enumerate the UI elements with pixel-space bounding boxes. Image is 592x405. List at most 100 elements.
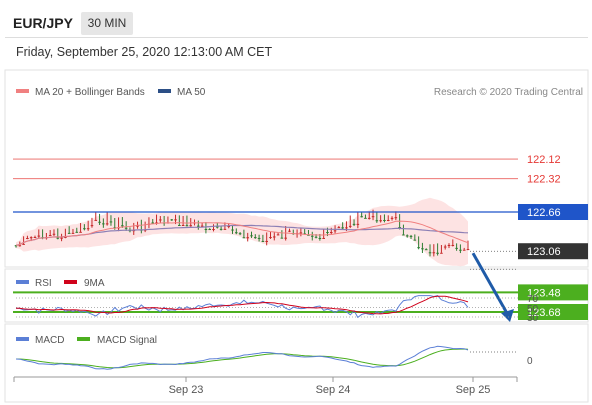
candle-body <box>272 236 276 238</box>
candle-body <box>466 249 470 251</box>
macd-panel-frame <box>4 323 589 403</box>
candle-body <box>33 236 37 238</box>
candle-body <box>170 219 174 221</box>
candle-body <box>86 228 90 230</box>
candle <box>394 211 398 221</box>
candle-body <box>253 237 257 239</box>
candle-body <box>333 230 337 232</box>
candle <box>67 226 71 234</box>
candle-body <box>151 222 155 224</box>
ma20-legend-swatch <box>16 89 29 93</box>
rsi-series-layer <box>15 295 518 319</box>
candle <box>360 212 363 218</box>
candle <box>455 243 458 251</box>
candle <box>235 228 238 235</box>
candle-body <box>200 225 204 227</box>
candle <box>375 212 379 223</box>
candle-body <box>269 237 272 239</box>
candle-body <box>185 225 189 227</box>
candle <box>155 214 158 225</box>
symbol-title: EUR/JPY <box>13 15 73 31</box>
candle <box>265 232 268 246</box>
candle <box>102 218 105 228</box>
candle-body <box>409 235 413 237</box>
candle-body <box>394 217 398 219</box>
candle-body <box>155 222 158 224</box>
candle <box>379 215 382 223</box>
candle-body <box>276 234 280 236</box>
candle <box>356 211 360 229</box>
ma50-legend-swatch <box>158 89 171 93</box>
candle <box>364 214 367 219</box>
candle-body <box>356 223 360 225</box>
candle <box>197 220 200 230</box>
credit-text: Research © 2020 Trading Central <box>434 87 583 98</box>
level-122-32-label: 122.32 <box>527 174 561 186</box>
macd-legend-swatch <box>16 337 29 341</box>
candle-body <box>424 249 428 251</box>
candle <box>208 228 212 231</box>
candle-body <box>102 223 105 225</box>
candle-body <box>208 229 212 231</box>
candle-body <box>231 229 234 231</box>
candle-body <box>29 237 33 239</box>
candle <box>272 232 276 241</box>
candle <box>75 227 79 233</box>
ma50-legend-label: MA 50 <box>177 87 206 98</box>
candle <box>383 214 386 223</box>
level-122-66-label: 122.66 <box>527 207 561 219</box>
macd-legend-label: MACD <box>35 335 64 346</box>
candle-body <box>352 223 356 225</box>
candle-body <box>288 230 291 232</box>
candle <box>322 229 325 239</box>
timeframe-badge[interactable]: 30 MIN <box>81 12 133 35</box>
candle <box>413 234 417 241</box>
candle-body <box>14 245 18 247</box>
candle-body <box>405 235 409 237</box>
candle-body <box>261 240 265 242</box>
candle <box>109 215 113 226</box>
candle <box>90 217 94 228</box>
candle-body <box>417 247 420 249</box>
candle-body <box>326 232 329 234</box>
candle <box>98 213 101 226</box>
candle-body <box>238 233 242 235</box>
candle <box>178 215 181 227</box>
candle <box>71 228 75 234</box>
header-divider <box>5 37 588 38</box>
candle-body <box>314 236 318 238</box>
candle-body <box>337 227 341 229</box>
macd-tick-0: 0 <box>527 356 533 367</box>
candle <box>459 244 462 254</box>
level-123-68-tag <box>518 304 588 320</box>
candle <box>276 232 280 236</box>
candle <box>299 228 303 237</box>
candle <box>269 231 272 239</box>
candle <box>440 245 443 254</box>
rsi-tick-70: 70 <box>527 294 539 305</box>
candle <box>402 224 405 236</box>
candle <box>386 215 390 222</box>
forecast-arrow-shaft <box>471 252 510 316</box>
candle <box>124 221 128 231</box>
candle <box>200 222 204 228</box>
candle-body <box>242 237 246 239</box>
candle-body <box>341 227 344 229</box>
candle <box>447 243 451 249</box>
candle-body <box>181 225 185 227</box>
candle-body <box>22 243 25 245</box>
candle-body <box>375 220 379 222</box>
candle <box>257 234 261 242</box>
candle <box>204 222 208 234</box>
candle-body <box>71 232 75 234</box>
candle <box>86 220 90 231</box>
candle <box>219 226 223 231</box>
candle <box>432 244 436 257</box>
candle-body <box>318 237 322 239</box>
candle <box>33 235 37 238</box>
candle <box>424 248 428 251</box>
candle-body <box>360 216 363 218</box>
candle <box>310 231 314 241</box>
candle <box>367 211 371 220</box>
candle-body <box>284 237 287 239</box>
